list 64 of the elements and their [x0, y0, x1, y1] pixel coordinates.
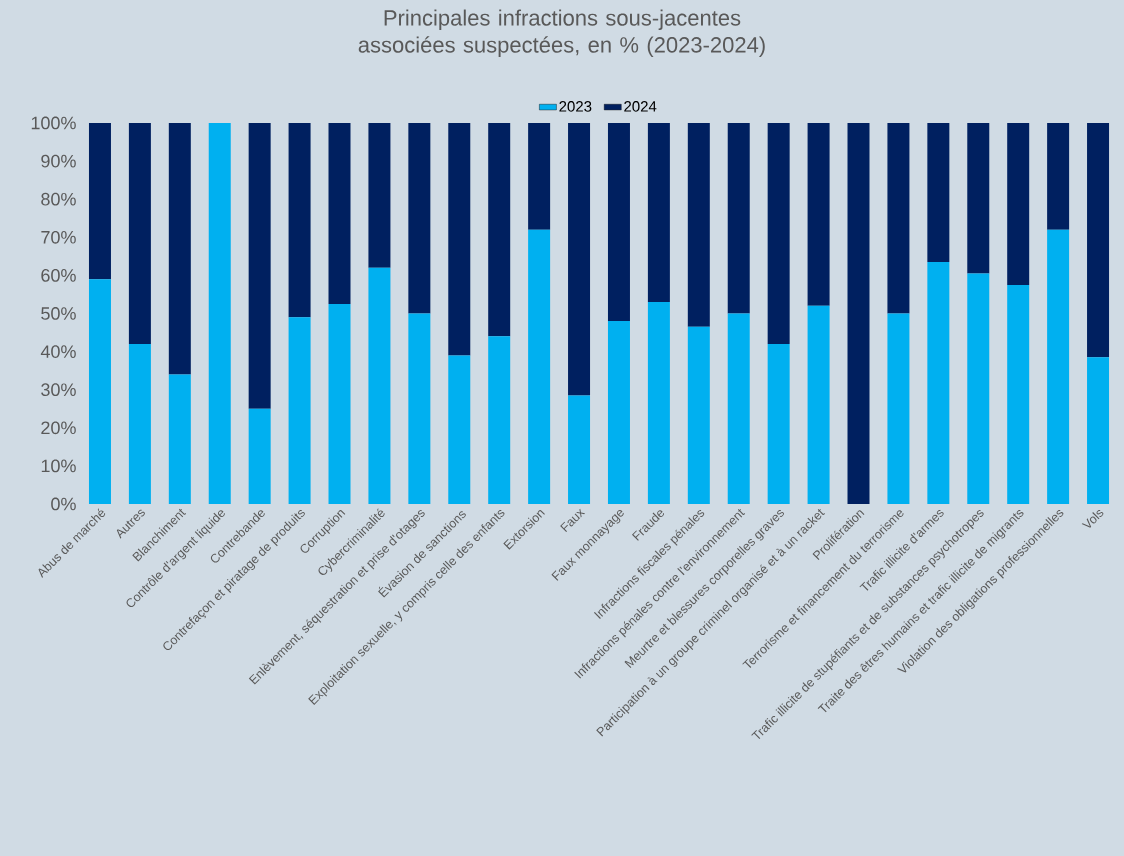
- bar: [1087, 122, 1110, 358]
- bar: [288, 122, 311, 318]
- bar: [568, 395, 591, 504]
- bar: [288, 317, 311, 504]
- legend-label: 2024: [624, 101, 657, 112]
- y-tick-label: 20%: [41, 421, 76, 435]
- bar: [328, 303, 351, 504]
- bar: [887, 313, 910, 504]
- bar: [408, 122, 431, 314]
- bar: [88, 279, 111, 504]
- y-tick-label: 90%: [41, 154, 76, 168]
- bar: [448, 355, 471, 504]
- bar: [767, 122, 790, 344]
- y-tick-label: 100%: [31, 116, 76, 130]
- bar: [727, 122, 750, 314]
- y-tick-label: 40%: [40, 345, 76, 358]
- bar: [647, 302, 670, 504]
- bar: [767, 343, 790, 504]
- bar: [967, 273, 990, 504]
- y-tick-label: 70%: [41, 230, 76, 244]
- bar: [488, 122, 511, 337]
- y-tick-label: 80%: [41, 192, 76, 206]
- bar: [607, 122, 630, 322]
- bar: [168, 122, 191, 375]
- bar: [528, 229, 551, 504]
- bar: [248, 408, 271, 504]
- bar: [368, 267, 391, 504]
- bar: [208, 122, 231, 504]
- bar: [1087, 357, 1110, 504]
- bar: [528, 122, 551, 230]
- bar: [128, 122, 151, 344]
- bar: [967, 122, 990, 274]
- bar: [448, 122, 471, 356]
- y-tick-label: 10%: [41, 459, 76, 473]
- bar: [927, 122, 950, 263]
- bar: [687, 326, 710, 504]
- bar: [927, 262, 950, 504]
- bar: [807, 122, 830, 306]
- bar: [847, 122, 870, 504]
- bar: [1007, 284, 1030, 504]
- bar: [607, 321, 630, 504]
- legend-label: 2023: [559, 101, 592, 112]
- y-tick-label: 60%: [41, 269, 76, 282]
- bar: [328, 122, 351, 304]
- bar: [687, 122, 710, 327]
- chart-title: Principales infractions sous-jacentes associées suspectées, en % (2023-2024): [358, 9, 765, 58]
- bar: [727, 313, 750, 504]
- bar: [1047, 122, 1070, 230]
- bar: [1047, 229, 1070, 504]
- bar: [368, 122, 391, 268]
- bar: [248, 122, 271, 409]
- y-tick-label: 50%: [41, 307, 76, 320]
- bar: [168, 374, 191, 504]
- x-tick-label: Vols: [1081, 509, 1104, 528]
- bar: [128, 343, 151, 504]
- bar: [807, 305, 830, 504]
- y-tick-label: 30%: [41, 383, 76, 397]
- bar: [488, 336, 511, 504]
- bar: [408, 313, 431, 504]
- bar: [887, 122, 910, 314]
- bar: [647, 122, 670, 303]
- bar: [568, 122, 591, 396]
- bar: [88, 122, 111, 280]
- bar: [1007, 122, 1030, 285]
